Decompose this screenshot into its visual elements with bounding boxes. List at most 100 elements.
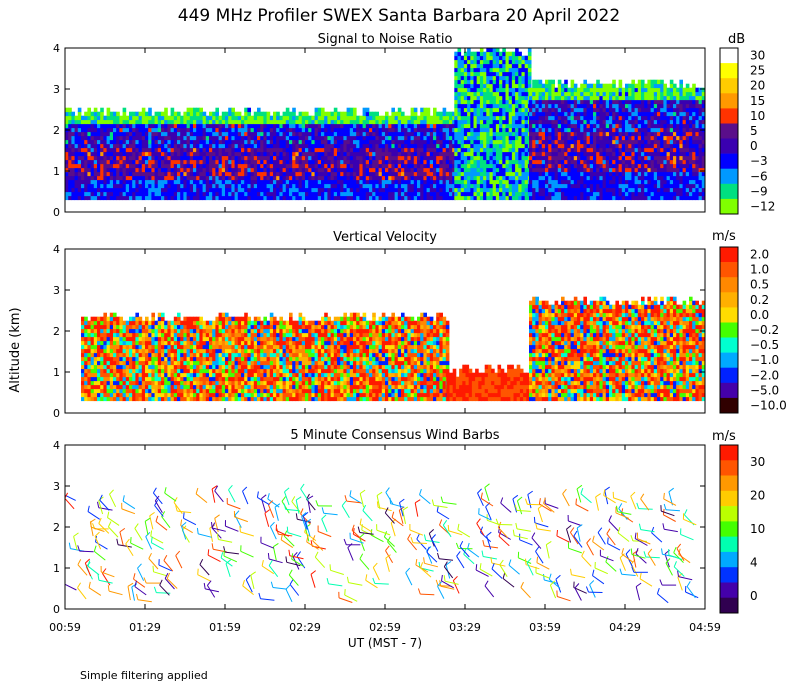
y-tick-label: 0 (53, 206, 60, 219)
y-tick-labels: 0 1 2 3 4 (53, 439, 705, 616)
colorbar-swatch (720, 521, 738, 537)
y-tick-label: 0 (53, 407, 60, 420)
colorbar-swatch (720, 337, 738, 353)
snr-colorbar-unit: dB (728, 32, 745, 47)
x-tick-label: 00:59 (49, 621, 81, 634)
colorbar-swatch (720, 138, 738, 154)
colorbar-swatch (720, 277, 738, 293)
colorbar-swatch (720, 445, 738, 461)
velocity-colorbar: 2.01.00.50.20.0−0.2−0.5−1.0−2.0−5.0 −10.0 (719, 246, 787, 414)
colorbar-label: −6 (750, 169, 768, 183)
x-tick-marks (64, 445, 706, 609)
colorbar-swatch (720, 397, 738, 414)
colorbar-label: 30 (750, 49, 765, 63)
y-tick-label: 2 (53, 325, 60, 338)
wind-barb-panel: 0 1 2 3 4 (53, 439, 706, 616)
colorbar-swatch (720, 123, 738, 139)
colorbar-swatch (720, 108, 738, 124)
y-tick-label: 3 (53, 480, 60, 493)
panel-data-layer (81, 296, 705, 402)
colorbar-label: 0 (750, 589, 758, 603)
colorbar-swatch (720, 93, 738, 109)
colorbar-swatch (720, 536, 738, 553)
snr-panel: 0 1 2 3 4 (53, 42, 706, 219)
colorbar-label: 10 (750, 522, 765, 536)
colorbar-swatch (720, 322, 738, 338)
y-tick-label: 1 (53, 562, 60, 575)
colorbar-label: −0.2 (750, 323, 779, 337)
colorbar-label: 2.0 (750, 248, 769, 262)
data-region (81, 312, 450, 402)
y-tick-label: 2 (53, 521, 60, 534)
x-tick-label: 03:59 (529, 621, 561, 634)
colorbar-swatch (720, 48, 738, 64)
colorbar-label: −2.0 (750, 368, 779, 382)
colorbar-swatch (720, 262, 738, 278)
x-tick-label: 01:29 (129, 621, 161, 634)
colorbar-label: 0 (750, 139, 758, 153)
panel-title-wind: 5 Minute Consensus Wind Barbs (290, 428, 499, 443)
colorbar-swatch (720, 367, 738, 384)
colorbar-swatch (720, 292, 738, 308)
y-tick-label: 3 (53, 284, 60, 297)
colorbar-swatch (720, 78, 738, 94)
colorbar-label: 0.5 (750, 278, 769, 292)
colorbar-swatch (720, 352, 738, 368)
data-region (454, 48, 532, 201)
x-tick-marks (64, 48, 706, 212)
colorbar-swatch (720, 582, 738, 599)
colorbar-swatch (720, 506, 738, 522)
y-tick-labels: 0 1 2 3 4 (53, 243, 705, 420)
colorbar-swatch (720, 307, 738, 323)
y-axis-label: Altitude (km) (8, 307, 23, 392)
colorbar-label: −9 (750, 184, 768, 198)
colorbar-label: −10.0 (750, 399, 787, 413)
colorbar-label: 5 (750, 124, 758, 138)
panel-data-layer (65, 48, 705, 201)
x-tick-marks (64, 249, 706, 413)
panel-title-velocity: Vertical Velocity (333, 230, 437, 245)
x-tick-label: 04:29 (609, 621, 641, 634)
y-tick-labels: 0 1 2 3 4 (53, 42, 705, 219)
velocity-panel: 0 1 2 3 4 (53, 243, 706, 420)
colorbar-swatch (720, 153, 738, 169)
colorbar-swatch (720, 490, 738, 507)
footnote: Simple filtering applied (80, 669, 208, 682)
x-tick-label: 04:59 (689, 621, 721, 634)
figure-title: 449 MHz Profiler SWEX Santa Barbara 20 A… (178, 6, 620, 26)
x-tick-labels: 00:59 01:29 01:59 02:29 02:59 03:29 03:59 04:29… (49, 621, 721, 634)
colorbar-swatch (720, 382, 738, 399)
colorbar-swatch (720, 63, 738, 79)
colorbar-swatch (720, 567, 738, 583)
colorbar-label: 1.0 (750, 263, 769, 277)
colorbar-swatch (720, 475, 738, 492)
wind-barbs (65, 483, 699, 604)
colorbar-swatch (720, 247, 738, 263)
x-tick-label: 03:29 (449, 621, 481, 634)
panel-data-layer (65, 483, 699, 604)
x-axis-label: UT (MST - 7) (348, 636, 422, 650)
x-tick-label: 01:59 (209, 621, 241, 634)
data-region (65, 107, 456, 201)
panel-title-snr: Signal to Noise Ratio (318, 32, 453, 47)
data-region (529, 296, 705, 402)
wind-colorbar: 30 20 10 4 0 (719, 444, 765, 614)
colorbar-label: 0.2 (750, 293, 769, 307)
y-tick-label: 3 (53, 83, 60, 96)
colorbar-label: −1.0 (750, 353, 779, 367)
colorbar-swatch (720, 168, 738, 185)
colorbar-label: 15 (750, 94, 765, 108)
colorbar-label: −3 (750, 154, 768, 168)
y-tick-label: 4 (53, 243, 60, 256)
colorbar-label: 20 (750, 488, 765, 502)
y-tick-label: 0 (53, 603, 60, 616)
wind-colorbar-unit: m/s (712, 429, 736, 444)
colorbar-label: −0.5 (750, 338, 779, 352)
colorbar-label: 10 (750, 109, 765, 123)
colorbar-label: 4 (750, 556, 758, 570)
colorbar-swatch (720, 460, 738, 476)
data-region (529, 79, 705, 201)
y-tick-label: 2 (53, 124, 60, 137)
